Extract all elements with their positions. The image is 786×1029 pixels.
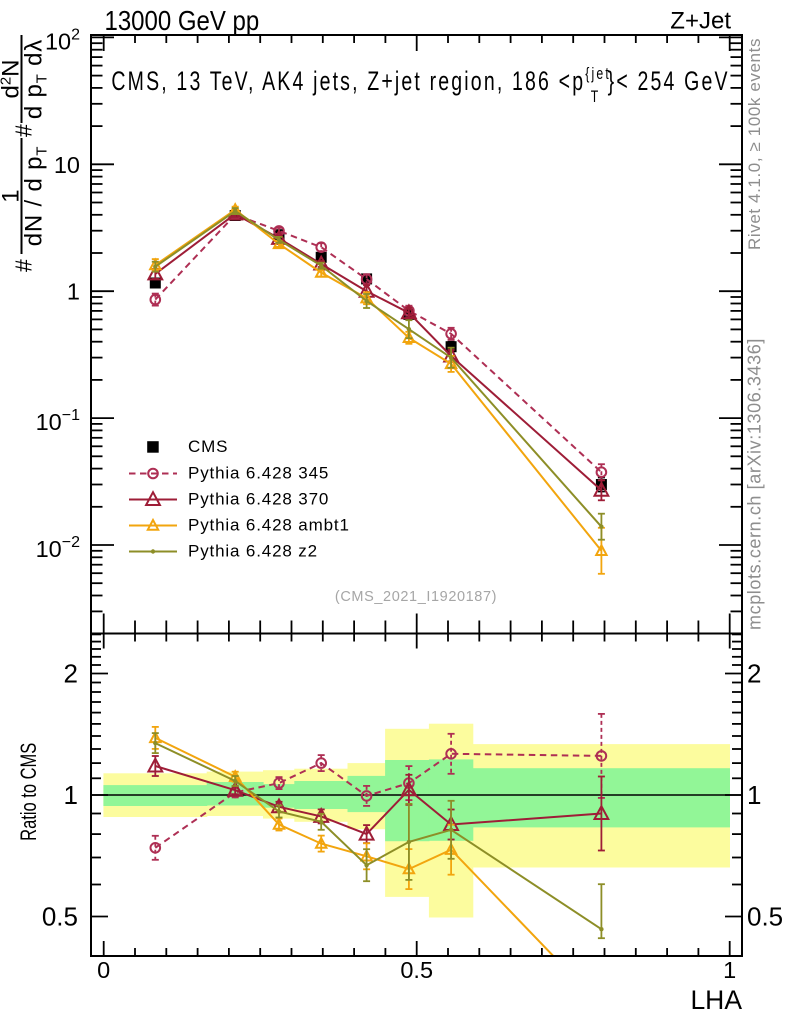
svg-text:Pythia 6.428 ambt1: Pythia 6.428 ambt1 [188, 515, 350, 534]
svg-text:Rivet 4.1.0, ≥ 100k events: Rivet 4.1.0, ≥ 100k events [745, 38, 764, 250]
svg-text:0.5: 0.5 [400, 957, 433, 983]
svg-text:Pythia 6.428 345: Pythia 6.428 345 [188, 463, 329, 482]
svg-text:0.5: 0.5 [747, 902, 783, 932]
svg-text:LHA: LHA [690, 985, 742, 1015]
svg-text:1: 1 [64, 780, 78, 810]
svg-text:Pythia 6.428 z2: Pythia 6.428 z2 [188, 541, 318, 560]
svg-text:2: 2 [747, 659, 761, 689]
svg-text:1: 1 [67, 279, 80, 305]
svg-text:10: 10 [54, 152, 80, 178]
svg-text:1: 1 [723, 957, 736, 983]
svg-text:Z+Jet: Z+Jet [670, 8, 731, 35]
svg-text:Ratio to CMS: Ratio to CMS [17, 743, 42, 841]
svg-text:Pythia 6.428 370: Pythia 6.428 370 [188, 489, 329, 508]
svg-text:CMS: CMS [188, 437, 228, 456]
svg-text:1: 1 [747, 780, 761, 810]
svg-text:0.5: 0.5 [42, 902, 78, 932]
svg-text:0: 0 [97, 957, 110, 983]
svg-text:#: # [11, 124, 37, 137]
svg-text:1: 1 [0, 189, 25, 202]
svg-text:dN / d pT: dN / d pT [21, 146, 51, 246]
svg-text:13000 GeV pp: 13000 GeV pp [105, 7, 260, 37]
svg-text:mcplots.cern.ch [arXiv:1306.34: mcplots.cern.ch [arXiv:1306.3436] [745, 338, 765, 630]
svg-text:(CMS_2021_I1920187): (CMS_2021_I1920187) [335, 589, 497, 605]
svg-text:#: # [11, 259, 37, 272]
svg-text:2: 2 [64, 659, 78, 689]
